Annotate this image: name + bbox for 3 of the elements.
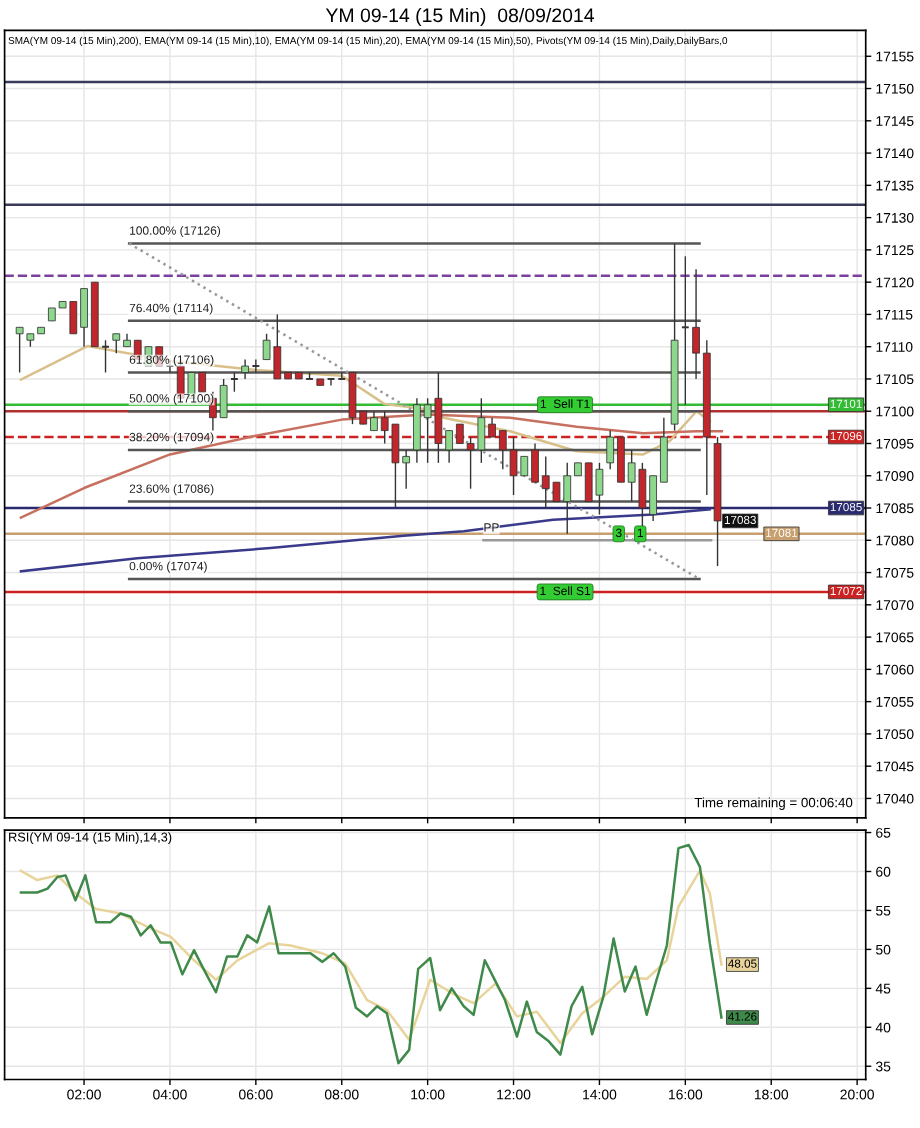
candlestick: [326, 377, 336, 387]
chart-title: YM 09-14 (15 Min) 08/09/2014: [325, 7, 595, 27]
candlestick: [229, 371, 239, 393]
